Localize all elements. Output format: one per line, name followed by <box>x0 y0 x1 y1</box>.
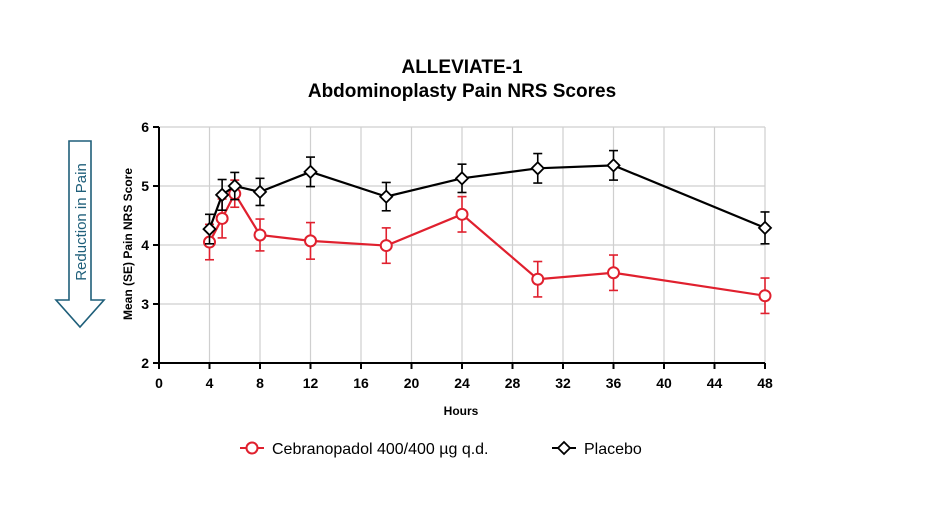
x-tick-label: 48 <box>757 375 773 391</box>
legend-marker <box>245 441 259 455</box>
data-point <box>606 158 621 173</box>
series-layer <box>202 149 773 315</box>
y-tick-label: 3 <box>141 296 149 312</box>
data-point <box>607 266 620 280</box>
x-tick-label: 40 <box>656 375 672 391</box>
data-point <box>455 207 469 221</box>
data-point <box>530 161 546 176</box>
y-tick-label: 6 <box>141 119 149 135</box>
data-point <box>202 221 217 237</box>
data-point <box>303 164 318 180</box>
legend: Cebranopadol 400/400 µg q.d. Placebo <box>240 440 642 458</box>
x-tick-label: 24 <box>454 375 470 391</box>
legend-marker <box>556 440 572 456</box>
data-point <box>379 239 393 253</box>
data-point <box>531 272 545 286</box>
data-point <box>757 220 773 236</box>
y-axis-label: Mean (SE) Pain NRS Score <box>121 168 135 320</box>
chart-subtitle: Abdominoplasty Pain NRS Scores <box>308 81 616 102</box>
data-point <box>758 289 772 303</box>
legend-label: Placebo <box>584 441 642 458</box>
x-tick-label: 12 <box>303 375 319 391</box>
gridlines <box>159 126 766 363</box>
y-tick-label: 4 <box>141 237 149 253</box>
y-tick-label: 5 <box>141 178 149 194</box>
series-line <box>208 164 766 230</box>
reduction-arrow-icon: Reduction in Pain <box>54 140 106 329</box>
data-point <box>252 184 268 200</box>
data-point <box>215 211 229 225</box>
x-tick-label: 4 <box>206 375 214 391</box>
x-axis-label: Hours <box>444 404 479 418</box>
x-tick-label: 16 <box>353 375 369 391</box>
x-tick-label: 20 <box>404 375 420 391</box>
data-point <box>253 228 267 242</box>
chart-title: ALLEVIATE-1 <box>401 57 522 78</box>
y-tick-label: 2 <box>141 355 149 371</box>
legend-item-0: Cebranopadol 400/400 µg q.d. <box>240 441 489 458</box>
series-0 <box>203 179 772 315</box>
x-tick-label: 0 <box>155 375 163 391</box>
series-1 <box>202 149 773 245</box>
legend-item-1: Placebo <box>552 440 642 458</box>
x-tick-label: 8 <box>256 375 264 391</box>
data-point <box>304 234 317 248</box>
data-point <box>454 171 470 186</box>
x-tick-label: 36 <box>606 375 622 391</box>
x-tick-label: 28 <box>505 375 521 391</box>
data-point <box>378 189 394 204</box>
x-tick-label: 32 <box>555 375 571 391</box>
data-point <box>214 187 230 203</box>
x-tick-label: 44 <box>707 375 723 391</box>
legend-label: Cebranopadol 400/400 µg q.d. <box>272 441 489 458</box>
data-point <box>227 178 243 194</box>
series-line <box>208 191 766 297</box>
arrow-label: Reduction in Pain <box>73 163 90 281</box>
